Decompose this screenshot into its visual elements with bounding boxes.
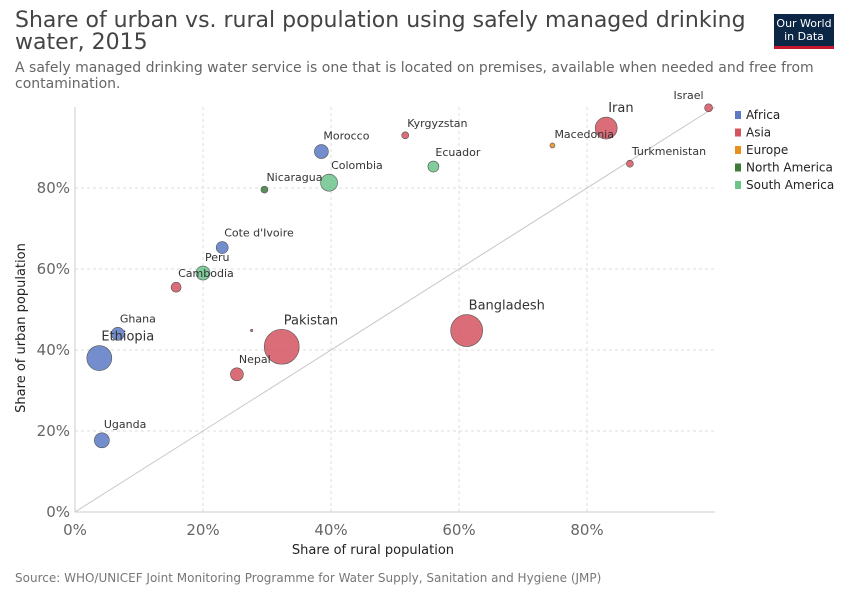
x-tick-label: 80% bbox=[570, 521, 603, 539]
y-tick-label: 60% bbox=[37, 260, 70, 278]
data-point[interactable] bbox=[195, 265, 211, 281]
owid-logo[interactable]: Our World in Data bbox=[774, 14, 834, 49]
legend-swatch bbox=[735, 111, 741, 119]
point-label: Kyrgyzstan bbox=[407, 117, 467, 130]
y-tick-label: 40% bbox=[37, 341, 70, 359]
y-tick-label: 0% bbox=[46, 503, 70, 521]
data-point[interactable] bbox=[549, 142, 556, 149]
legend: Africa Asia Europe North America South Ameri… bbox=[735, 108, 834, 192]
data-point[interactable] bbox=[94, 432, 110, 449]
data-point[interactable] bbox=[260, 185, 269, 194]
data-point[interactable] bbox=[626, 159, 634, 168]
point-label: Ecuador bbox=[435, 146, 480, 159]
x-tick-label: 20% bbox=[186, 521, 219, 539]
legend-label[interactable]: Africa bbox=[746, 108, 780, 122]
data-points bbox=[86, 103, 713, 449]
data-point[interactable] bbox=[704, 103, 713, 113]
data-point[interactable] bbox=[401, 131, 410, 140]
axis-ticks: 0%0% 20% 20% 40% 40% 60% 60% 80% 80% bbox=[37, 179, 604, 539]
legend-label[interactable]: North America bbox=[746, 161, 833, 175]
data-point[interactable] bbox=[250, 329, 254, 333]
x-tick-label: 0% bbox=[63, 521, 87, 539]
point-label: Iran bbox=[608, 101, 633, 116]
x-axis-label: Share of rural population bbox=[292, 543, 454, 558]
point-label: Morocco bbox=[323, 130, 369, 143]
data-point[interactable] bbox=[111, 326, 125, 341]
logo-line-1: Our World bbox=[776, 17, 832, 30]
point-label: Ghana bbox=[120, 312, 156, 325]
point-label: Pakistan bbox=[284, 313, 338, 328]
point-label: Macedonia bbox=[554, 128, 614, 141]
data-point[interactable] bbox=[230, 367, 244, 382]
data-point[interactable] bbox=[594, 116, 618, 140]
point-label: Nepal bbox=[239, 353, 271, 366]
legend-label[interactable]: South America bbox=[746, 178, 834, 192]
source-note: Source: WHO/UNICEF Joint Monitoring Prog… bbox=[15, 571, 602, 585]
y-axis-label: Share of urban population bbox=[14, 243, 29, 413]
chart-title: Share of urban vs. rural population usin… bbox=[15, 8, 746, 55]
x-tick-label: 60% bbox=[442, 521, 475, 539]
x-tick-label: 40% bbox=[314, 521, 347, 539]
data-point[interactable] bbox=[170, 281, 182, 293]
point-label: Peru bbox=[205, 251, 230, 264]
point-label: Cote d'Ivoire bbox=[224, 227, 294, 240]
data-point[interactable] bbox=[450, 314, 483, 347]
legend-swatch bbox=[735, 163, 741, 172]
legend-swatch bbox=[735, 146, 741, 154]
data-point[interactable] bbox=[215, 241, 229, 254]
point-label: Bangladesh bbox=[469, 299, 545, 314]
point-labels: Ethiopia Uganda Ghana Cote d'Ivoire Morocco C… bbox=[101, 89, 706, 431]
data-point[interactable] bbox=[427, 160, 440, 173]
legend-swatch bbox=[735, 181, 741, 189]
point-label: Turkmenistan bbox=[631, 145, 706, 158]
y-tick-label: 80% bbox=[37, 179, 70, 197]
legend-label[interactable]: Europe bbox=[746, 143, 788, 157]
point-label: Nicaragua bbox=[266, 171, 322, 184]
point-label: Uganda bbox=[104, 418, 146, 431]
data-point[interactable] bbox=[86, 345, 113, 371]
chart-subtitle: A safely managed drinking water service … bbox=[15, 60, 814, 92]
point-label: Colombia bbox=[331, 159, 383, 172]
diagonal-reference-line bbox=[74, 106, 716, 513]
legend-swatch bbox=[735, 128, 741, 137]
legend-label[interactable]: Asia bbox=[746, 126, 771, 140]
point-label: Cambodia bbox=[178, 267, 234, 280]
data-point[interactable] bbox=[314, 144, 329, 159]
data-point[interactable] bbox=[320, 173, 338, 192]
point-label: Israel bbox=[674, 89, 704, 102]
point-label: Ethiopia bbox=[101, 330, 154, 345]
y-tick-label: 20% bbox=[37, 422, 70, 440]
logo-line-2: in Data bbox=[784, 30, 824, 43]
data-point[interactable] bbox=[263, 328, 300, 365]
